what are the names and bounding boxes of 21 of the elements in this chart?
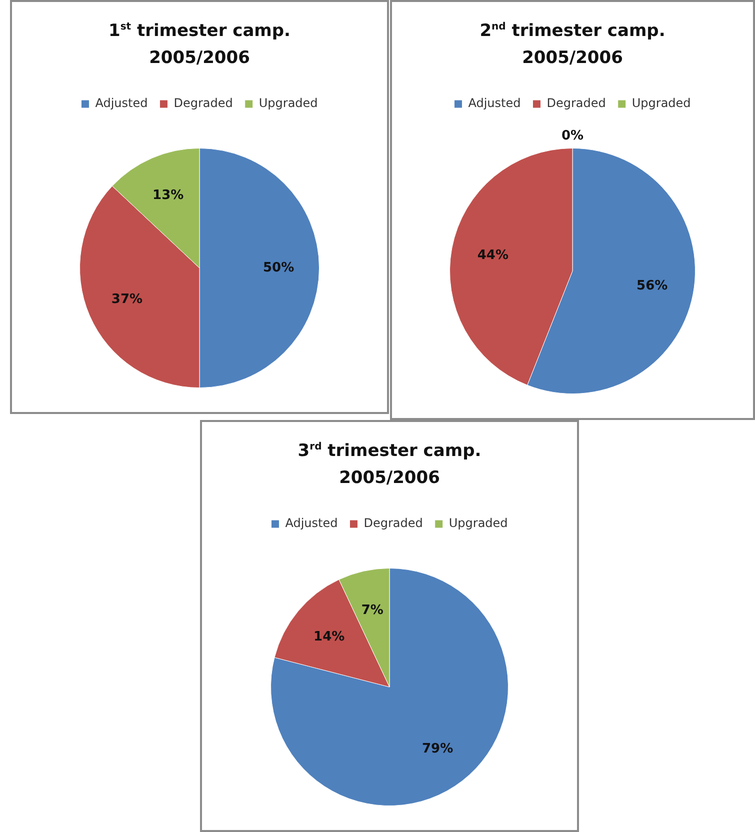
legend-label: Upgraded bbox=[632, 96, 691, 110]
legend-label: Degraded bbox=[174, 96, 233, 110]
legend-label: Upgraded bbox=[448, 516, 508, 530]
data-label: 14% bbox=[314, 629, 345, 644]
data-label: 37% bbox=[111, 292, 143, 307]
legend-label: Adjusted bbox=[285, 516, 338, 530]
legend-label: Degraded bbox=[546, 96, 606, 110]
data-label: 50% bbox=[262, 260, 294, 276]
legend-label: Upgraded bbox=[258, 96, 318, 110]
data-label: 79% bbox=[422, 741, 454, 756]
data-label: 44% bbox=[477, 248, 508, 264]
legend-label: Adjusted bbox=[95, 96, 148, 110]
chart-title: 3$^{rd}$ trimester camp. 2005/2006 bbox=[296, 440, 482, 490]
data-label: 13% bbox=[152, 188, 184, 203]
data-label: 56% bbox=[636, 278, 668, 294]
data-label: 7% bbox=[361, 602, 384, 618]
text: 0% bbox=[561, 128, 584, 144]
chart-title: 2$^{nd}$ trimester camp. 2005/2006 bbox=[478, 20, 666, 70]
legend-label: Adjusted bbox=[468, 96, 521, 110]
legend-label: Degraded bbox=[364, 516, 423, 530]
chart-title: 1$^{st}$ trimester camp. 2005/2006 bbox=[107, 20, 292, 70]
